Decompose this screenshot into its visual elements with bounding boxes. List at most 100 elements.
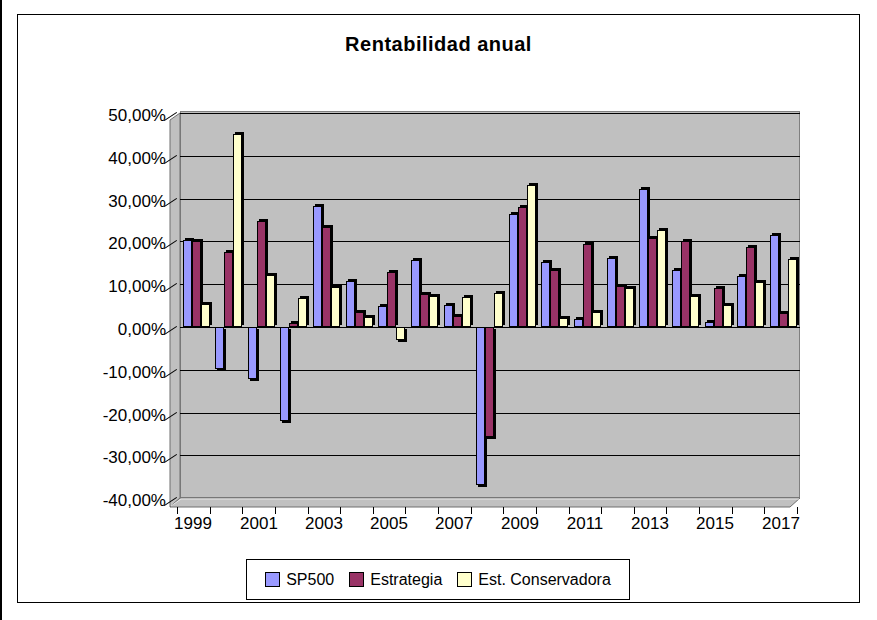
- y-tick-label: 40,00%: [60, 149, 166, 169]
- y-tick-label: 30,00%: [60, 192, 166, 212]
- x-tick-mark: [503, 507, 504, 514]
- bar-est-conservadora-2012: [625, 288, 634, 327]
- x-tick-mark: [634, 507, 635, 514]
- bar-estrategia-2007: [453, 316, 462, 327]
- bar-est-conservadora-2010: [559, 318, 568, 327]
- x-tick-mark: [405, 507, 406, 514]
- x-tick-mark: [438, 507, 439, 514]
- x-tick-label: 2009: [490, 514, 550, 534]
- x-tick-label: 2007: [424, 514, 484, 534]
- bar-est-conservadora-2007: [462, 297, 471, 327]
- x-tick-label: 1999: [163, 514, 223, 534]
- bar-estrategia-2003: [322, 227, 331, 327]
- x-tick-mark: [373, 507, 374, 514]
- bar-sp500-2008: [476, 327, 485, 485]
- gridline: [180, 156, 800, 157]
- x-tick-label: 2013: [620, 514, 680, 534]
- legend-entry: SP500: [265, 571, 334, 589]
- x-tick-label: 2005: [359, 514, 419, 534]
- bar-sp500-2015: [705, 322, 714, 327]
- y-tick-label: 20,00%: [60, 234, 166, 254]
- x-tick-mark: [210, 507, 211, 514]
- bar-estrategia-2010: [550, 270, 559, 327]
- legend-swatch: [349, 572, 364, 587]
- x-tick-mark: [732, 507, 733, 514]
- bar-est-conservadora-2001: [266, 275, 275, 327]
- bar-sp500-2017: [770, 235, 779, 327]
- bar-est-conservadora-2006: [429, 296, 438, 327]
- legend-swatch: [265, 572, 280, 587]
- bar-est-conservadora-2002: [298, 298, 307, 327]
- x-tick-label: 2017: [751, 514, 811, 534]
- y-tick-label: -40,00%: [60, 491, 166, 511]
- bar-sp500-2007: [444, 305, 453, 327]
- bar-estrategia-2013: [648, 238, 657, 327]
- x-tick-mark: [340, 507, 341, 514]
- bar-est-conservadora-2013: [657, 230, 666, 327]
- x-tick-mark: [764, 507, 765, 514]
- bar-sp500-2005: [378, 306, 387, 327]
- gridline: [180, 241, 800, 242]
- x-tick-label: 2015: [685, 514, 745, 534]
- legend-entry: Est. Conservadora: [457, 571, 611, 589]
- x-tick-mark: [699, 507, 700, 514]
- bar-sp500-2002: [280, 327, 289, 421]
- x-tick-label: 2011: [555, 514, 615, 534]
- x-tick-mark: [797, 507, 798, 514]
- bar-sp500-2006: [411, 260, 420, 327]
- x-tick-label: 2003: [294, 514, 354, 534]
- bar-est-conservadora-2015: [723, 305, 732, 327]
- bar-sp500-2001: [248, 327, 257, 379]
- bar-sp500-2004: [346, 281, 355, 327]
- bar-estrategia-2015: [714, 288, 723, 327]
- bar-estrategia-2012: [616, 286, 625, 327]
- legend-entry: Estrategia: [349, 571, 442, 589]
- bar-sp500-2013: [639, 189, 648, 327]
- bar-sp500-2016: [737, 276, 746, 327]
- bar-sp500-2014: [672, 270, 681, 327]
- gridline: [180, 199, 800, 200]
- plot-side-wall: [170, 113, 180, 507]
- bar-sp500-2009: [509, 214, 518, 327]
- legend-swatch: [457, 572, 472, 587]
- bar-estrategia-2006: [420, 294, 429, 327]
- x-tick-mark: [536, 507, 537, 514]
- bar-estrategia-2002: [289, 323, 298, 327]
- bar-sp500-1999: [183, 240, 192, 327]
- worksheet-canvas: Rentabilidad anual 50,00%40,00%30,00%20,…: [0, 0, 877, 620]
- x-tick-label: 2001: [229, 514, 289, 534]
- bar-sp500-2003: [313, 206, 322, 327]
- bar-est-conservadora-2009: [527, 185, 536, 327]
- x-tick-mark: [569, 507, 570, 514]
- bar-estrategia-2005: [387, 272, 396, 327]
- bar-sp500-2012: [607, 258, 616, 327]
- y-tick-label: -30,00%: [60, 448, 166, 468]
- bar-sp500-2000: [215, 327, 224, 369]
- y-tick-label: 10,00%: [60, 277, 166, 297]
- x-tick-mark: [308, 507, 309, 514]
- gridline: [180, 113, 800, 114]
- x-tick-mark: [275, 507, 276, 514]
- legend-label: Est. Conservadora: [478, 571, 611, 589]
- x-tick-mark: [242, 507, 243, 514]
- bar-est-conservadora-2000: [233, 134, 242, 327]
- x-tick-mark: [666, 507, 667, 514]
- bar-est-conservadora-2003: [331, 287, 340, 327]
- gridline: [180, 455, 800, 456]
- bar-est-conservadora-2005: [396, 327, 405, 340]
- bar-estrategia-2016: [746, 247, 755, 327]
- bar-est-conservadora-2011: [592, 312, 601, 327]
- legend[interactable]: SP500 Estrategia Est. Conservadora: [246, 559, 630, 600]
- x-tick-mark: [471, 507, 472, 514]
- bar-est-conservadora-2016: [755, 282, 764, 327]
- y-tick-label: -10,00%: [60, 363, 166, 383]
- bar-sp500-2010: [541, 262, 550, 327]
- legend-label: Estrategia: [370, 571, 442, 589]
- legend-label: SP500: [286, 571, 334, 589]
- bar-estrategia-2011: [583, 244, 592, 327]
- bar-est-conservadora-2014: [690, 296, 699, 327]
- bar-estrategia-2008: [485, 327, 494, 437]
- x-tick-mark: [177, 507, 178, 514]
- bar-est-conservadora-2008: [494, 293, 503, 327]
- bar-est-conservadora-1999: [201, 304, 210, 327]
